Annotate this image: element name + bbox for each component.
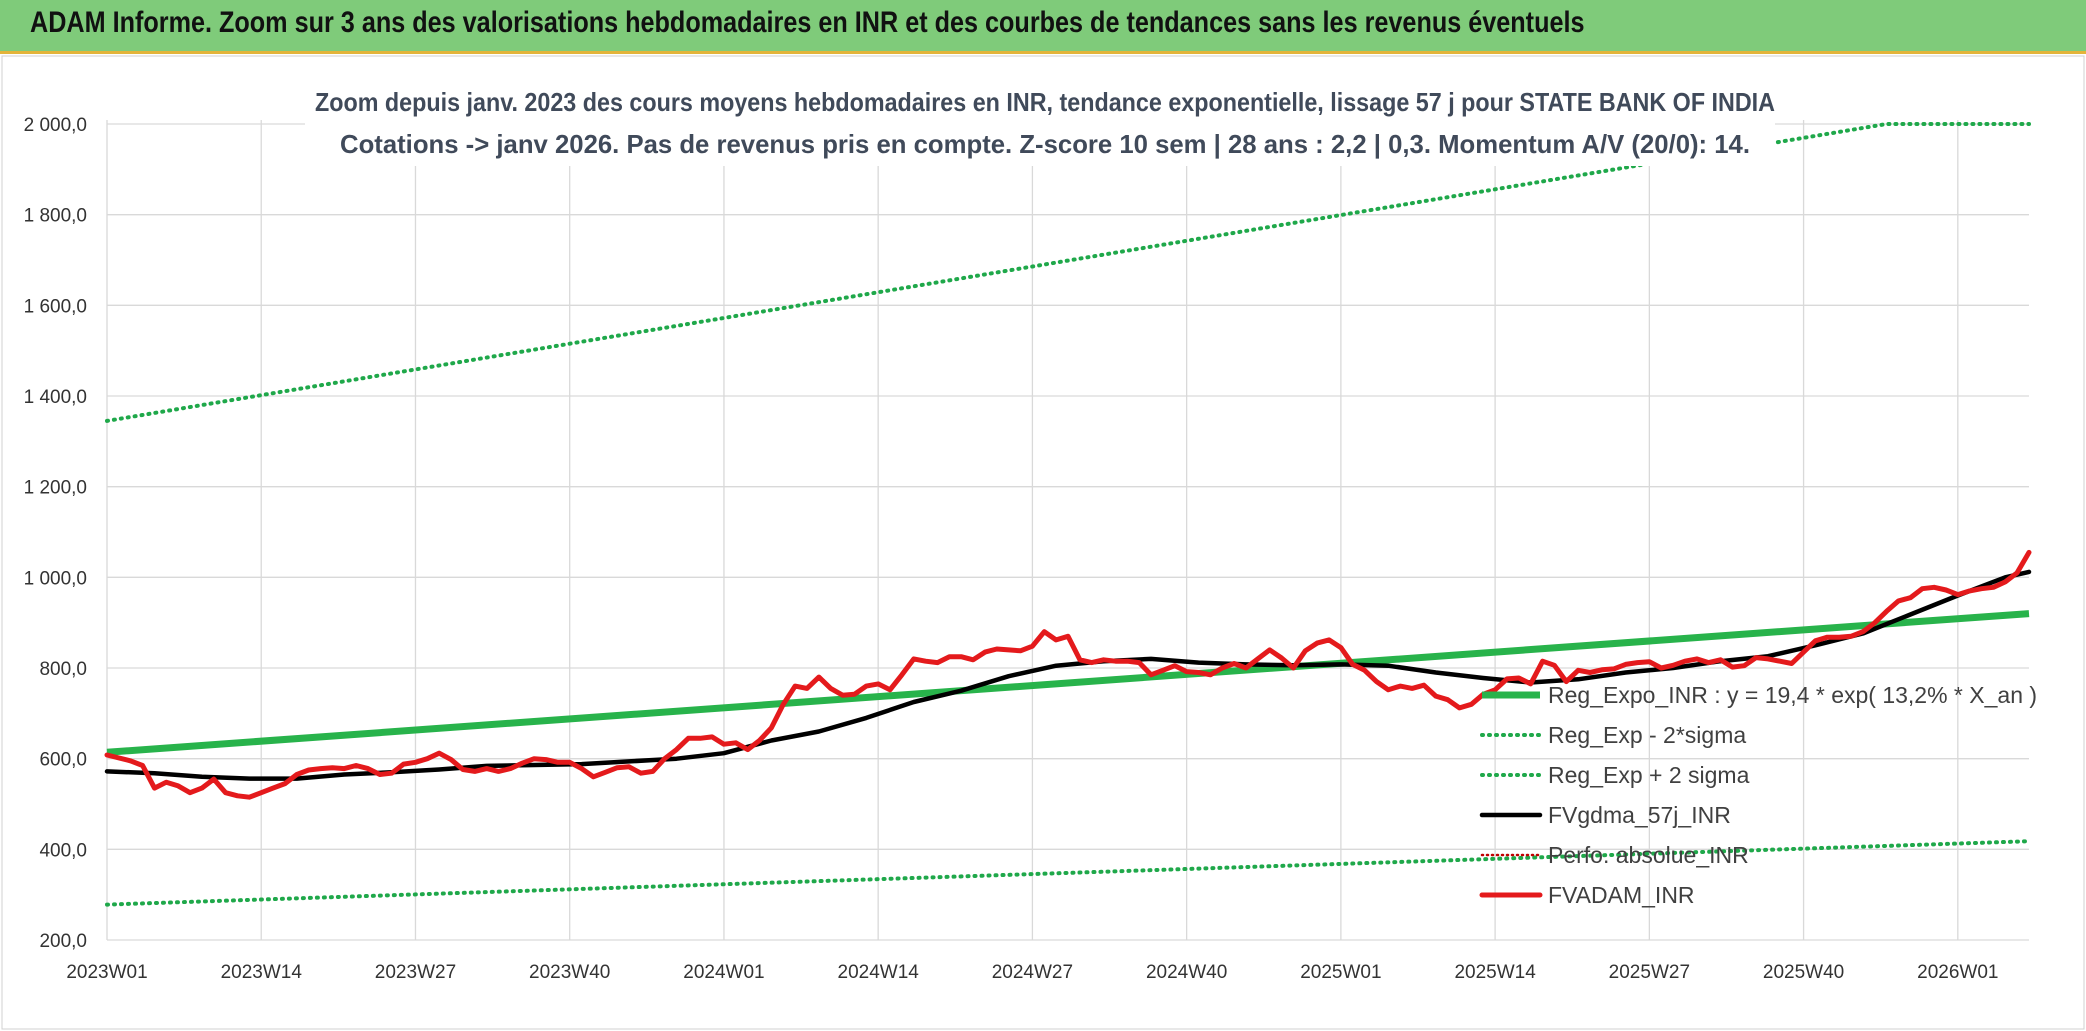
chart-subtitle-line-2: Cotations -> janv 2026. Pas de revenus p… [340,129,1750,159]
series-fvadam-line [104,549,2032,800]
x-tick-label: 2023W14 [221,962,303,983]
subtitle-background [305,78,1775,166]
legend-label: Perfo. absolue_INR [1548,842,1749,868]
page-title: ADAM Informe. Zoom sur 3 ans des valoris… [30,6,1585,39]
y-tick-label: 1 600,0 [24,296,87,317]
header-bar: ADAM Informe. Zoom sur 3 ans des valoris… [0,0,2086,54]
legend-label: Reg_Exp - 2*sigma [1548,722,1746,748]
y-tick-label: 1 800,0 [24,206,87,227]
y-tick-label: 1 200,0 [24,478,87,499]
x-tick-label: 2024W01 [683,962,764,983]
legend: Reg_Expo_INR : y = 19,4 * exp( 13,2% * X… [1479,682,2037,908]
x-tick-label: 2024W14 [838,962,920,983]
x-tick-label: 2025W40 [1763,962,1844,983]
y-tick-label: 400,0 [39,840,87,861]
x-tick-label: 2024W40 [1146,962,1227,983]
series-layer [104,122,2032,907]
y-tick-label: 600,0 [39,750,87,771]
x-tick-label: 2025W27 [1609,962,1690,983]
series-reg-exp-plus-2sigma-line [105,122,2031,423]
series-reg-exp-minus-2sigma-line [105,839,2031,907]
y-tick-label: 2 000,0 [24,115,87,136]
legend-label: Reg_Exp + 2 sigma [1548,762,1750,788]
x-tick-label: 2023W27 [375,962,456,983]
chart-border [1,55,2085,1030]
y-axis-ticks: 200,0 400,0 600,0 800,0 1 000,0 1 200,0 1 400,… [24,115,87,952]
x-tick-label: 2025W14 [1454,962,1536,983]
x-tick-label: 2026W01 [1917,962,1998,983]
x-tick-label: 2024W27 [992,962,1073,983]
y-tick-label: 200,0 [39,931,87,952]
legend-label: FVADAM_INR [1548,882,1695,908]
y-tick-label: 1 400,0 [24,387,87,408]
chart-subtitle-line-1: Zoom depuis janv. 2023 des cours moyens … [315,87,1775,117]
x-axis-ticks: 2023W01 2023W14 2023W27 2023W40 2024W01 2024W… [66,962,1998,983]
series-reg-expo-line [106,610,2030,756]
x-tick-label: 2025W01 [1300,962,1381,983]
x-tick-label: 2023W40 [529,962,610,983]
series-fvgdma-57j-line [104,569,2032,781]
legend-label: FVgdma_57j_INR [1548,802,1731,828]
legend-label: Reg_Expo_INR : y = 19,4 * exp( 13,2% * X… [1548,682,2037,708]
x-tick-label: 2023W01 [66,962,147,983]
y-tick-label: 800,0 [39,659,87,680]
y-tick-label: 1 000,0 [24,568,87,589]
